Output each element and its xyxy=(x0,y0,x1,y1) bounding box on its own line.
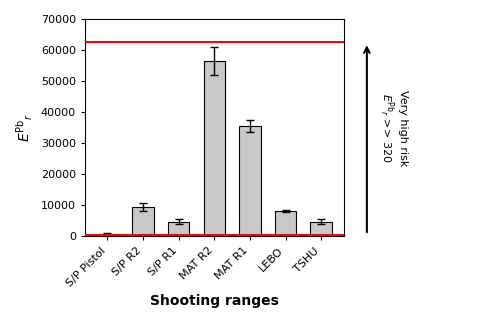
Y-axis label: $E^{\mathrm{Pb}}{}_{r}$: $E^{\mathrm{Pb}}{}_{r}$ xyxy=(15,113,36,142)
Bar xyxy=(132,207,154,236)
Bar xyxy=(239,126,260,236)
X-axis label: Shooting ranges: Shooting ranges xyxy=(150,294,278,308)
Bar xyxy=(204,61,225,236)
Bar xyxy=(168,222,190,236)
Bar xyxy=(310,222,332,236)
Text: Very high risk
$E^{\mathrm{Pb}}{}_{r}$ >> 320: Very high risk $E^{\mathrm{Pb}}{}_{r}$ >… xyxy=(377,89,408,166)
Bar xyxy=(97,234,118,236)
Bar xyxy=(275,211,296,236)
